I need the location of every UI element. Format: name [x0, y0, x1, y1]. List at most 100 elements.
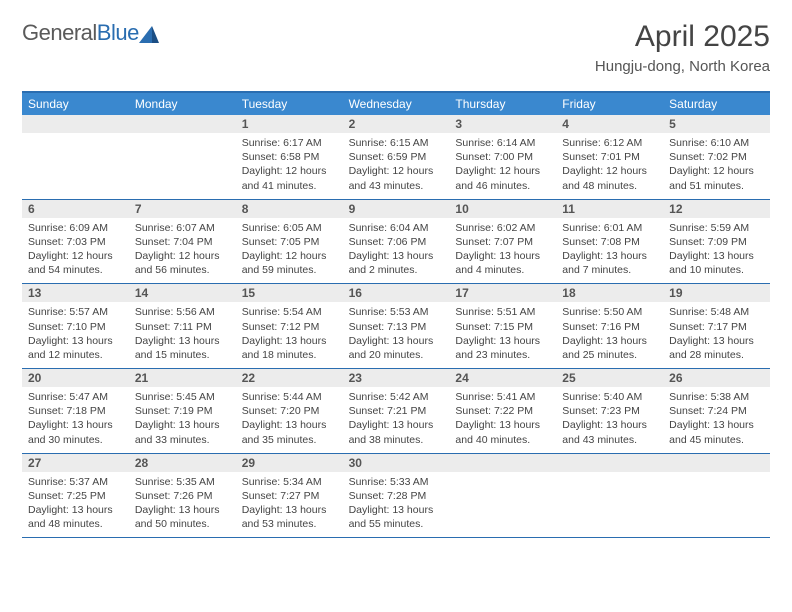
daylight-text: Daylight: 13 hours and 4 minutes.	[455, 249, 550, 277]
calendar-cell: 18Sunrise: 5:50 AMSunset: 7:16 PMDayligh…	[556, 284, 663, 368]
calendar-cell: 24Sunrise: 5:41 AMSunset: 7:22 PMDayligh…	[449, 369, 556, 453]
day-number: 26	[663, 369, 770, 387]
sunset-text: Sunset: 7:23 PM	[562, 404, 657, 418]
calendar-cell: 2Sunrise: 6:15 AMSunset: 6:59 PMDaylight…	[343, 115, 450, 199]
weekday-label: Sunday	[22, 93, 129, 115]
day-detail: Sunrise: 6:04 AMSunset: 7:06 PMDaylight:…	[343, 218, 450, 284]
daylight-text: Daylight: 12 hours and 41 minutes.	[242, 164, 337, 192]
calendar-cell: 29Sunrise: 5:34 AMSunset: 7:27 PMDayligh…	[236, 454, 343, 538]
sunset-text: Sunset: 7:27 PM	[242, 489, 337, 503]
sunrise-text: Sunrise: 5:53 AM	[349, 305, 444, 319]
title-area: April 2025 Hungju-dong, North Korea	[595, 20, 770, 75]
day-number	[129, 115, 236, 133]
sunset-text: Sunset: 7:11 PM	[135, 320, 230, 334]
calendar-cell: 6 Sunrise: 6:09 AMSunset: 7:03 PMDaylight…	[22, 200, 129, 284]
day-number: 13	[22, 284, 129, 302]
sunrise-text: Sunrise: 5:34 AM	[242, 475, 337, 489]
calendar-week: 13Sunrise: 5:57 AMSunset: 7:10 PMDayligh…	[22, 284, 770, 369]
logo-word2: Blue	[97, 20, 139, 45]
weekday-label: Friday	[556, 93, 663, 115]
sunset-text: Sunset: 7:21 PM	[349, 404, 444, 418]
weekday-label: Wednesday	[343, 93, 450, 115]
sunset-text: Sunset: 6:58 PM	[242, 150, 337, 164]
sunrise-text: Sunrise: 5:42 AM	[349, 390, 444, 404]
daylight-text: Daylight: 13 hours and 40 minutes.	[455, 418, 550, 446]
logo: GeneralBlue	[22, 20, 159, 46]
sunset-text: Sunset: 7:16 PM	[562, 320, 657, 334]
day-detail: Sunrise: 5:59 AMSunset: 7:09 PMDaylight:…	[663, 218, 770, 284]
calendar-cell: 19Sunrise: 5:48 AMSunset: 7:17 PMDayligh…	[663, 284, 770, 368]
logo-word1: General	[22, 20, 97, 45]
daylight-text: Daylight: 12 hours and 46 minutes.	[455, 164, 550, 192]
calendar-cell: 20Sunrise: 5:47 AMSunset: 7:18 PMDayligh…	[22, 369, 129, 453]
day-number: 7	[129, 200, 236, 218]
sunset-text: Sunset: 7:13 PM	[349, 320, 444, 334]
sunrise-text: Sunrise: 6:15 AM	[349, 136, 444, 150]
calendar-cell: 8Sunrise: 6:05 AMSunset: 7:05 PMDaylight…	[236, 200, 343, 284]
sunset-text: Sunset: 7:02 PM	[669, 150, 764, 164]
sunset-text: Sunset: 7:01 PM	[562, 150, 657, 164]
sunset-text: Sunset: 7:06 PM	[349, 235, 444, 249]
day-detail: Sunrise: 5:33 AMSunset: 7:28 PMDaylight:…	[343, 472, 450, 538]
daylight-text: Daylight: 12 hours and 56 minutes.	[135, 249, 230, 277]
day-detail: Sunrise: 6:15 AMSunset: 6:59 PMDaylight:…	[343, 133, 450, 199]
calendar-cell: 13Sunrise: 5:57 AMSunset: 7:10 PMDayligh…	[22, 284, 129, 368]
sunset-text: Sunset: 7:17 PM	[669, 320, 764, 334]
calendar-cell: 11Sunrise: 6:01 AMSunset: 7:08 PMDayligh…	[556, 200, 663, 284]
day-detail: Sunrise: 6:12 AMSunset: 7:01 PMDaylight:…	[556, 133, 663, 199]
daylight-text: Daylight: 13 hours and 10 minutes.	[669, 249, 764, 277]
daylight-text: Daylight: 13 hours and 43 minutes.	[562, 418, 657, 446]
day-number: 24	[449, 369, 556, 387]
calendar-week: 27Sunrise: 5:37 AMSunset: 7:25 PMDayligh…	[22, 454, 770, 539]
day-detail: Sunrise: 6:10 AMSunset: 7:02 PMDaylight:…	[663, 133, 770, 199]
day-number: 20	[22, 369, 129, 387]
day-detail: Sunrise: 5:35 AMSunset: 7:26 PMDaylight:…	[129, 472, 236, 538]
day-number: 15	[236, 284, 343, 302]
header: GeneralBlue April 2025 Hungju-dong, Nort…	[22, 20, 770, 75]
sunset-text: Sunset: 7:18 PM	[28, 404, 123, 418]
sunrise-text: Sunrise: 5:38 AM	[669, 390, 764, 404]
day-detail: Sunrise: 6:05 AMSunset: 7:05 PMDaylight:…	[236, 218, 343, 284]
day-detail: Sunrise: 6:07 AMSunset: 7:04 PMDaylight:…	[129, 218, 236, 284]
daylight-text: Daylight: 13 hours and 18 minutes.	[242, 334, 337, 362]
daylight-text: Daylight: 12 hours and 48 minutes.	[562, 164, 657, 192]
sunrise-text: Sunrise: 6:07 AM	[135, 221, 230, 235]
day-number: 8	[236, 200, 343, 218]
calendar-cell: 1Sunrise: 6:17 AMSunset: 6:58 PMDaylight…	[236, 115, 343, 199]
sunset-text: Sunset: 7:20 PM	[242, 404, 337, 418]
daylight-text: Daylight: 12 hours and 51 minutes.	[669, 164, 764, 192]
sunrise-text: Sunrise: 5:45 AM	[135, 390, 230, 404]
day-number: 22	[236, 369, 343, 387]
day-detail: Sunrise: 6:14 AMSunset: 7:00 PMDaylight:…	[449, 133, 556, 199]
month-title: April 2025	[595, 20, 770, 54]
day-number: 6	[22, 200, 129, 218]
sunset-text: Sunset: 7:09 PM	[669, 235, 764, 249]
day-number: 21	[129, 369, 236, 387]
daylight-text: Daylight: 13 hours and 50 minutes.	[135, 503, 230, 531]
daylight-text: Daylight: 13 hours and 35 minutes.	[242, 418, 337, 446]
day-number: 27	[22, 454, 129, 472]
calendar-cell: 30Sunrise: 5:33 AMSunset: 7:28 PMDayligh…	[343, 454, 450, 538]
calendar-week: 6Sunrise: 6:09 AMSunset: 7:03 PMDaylight…	[22, 200, 770, 285]
weekday-header-row: Sunday Monday Tuesday Wednesday Thursday…	[22, 93, 770, 115]
sunrise-text: Sunrise: 5:40 AM	[562, 390, 657, 404]
sunrise-text: Sunrise: 6:09 AM	[28, 221, 123, 235]
day-number: 30	[343, 454, 450, 472]
sunset-text: Sunset: 6:59 PM	[349, 150, 444, 164]
day-number	[556, 454, 663, 472]
daylight-text: Daylight: 12 hours and 54 minutes.	[28, 249, 123, 277]
daylight-text: Daylight: 13 hours and 33 minutes.	[135, 418, 230, 446]
calendar-cell: 27Sunrise: 5:37 AMSunset: 7:25 PMDayligh…	[22, 454, 129, 538]
calendar-cell: 12Sunrise: 5:59 AMSunset: 7:09 PMDayligh…	[663, 200, 770, 284]
logo-text: GeneralBlue	[22, 20, 139, 46]
day-detail: Sunrise: 6:02 AMSunset: 7:07 PMDaylight:…	[449, 218, 556, 284]
calendar-cell	[663, 454, 770, 538]
sunrise-text: Sunrise: 5:44 AM	[242, 390, 337, 404]
sunrise-text: Sunrise: 6:04 AM	[349, 221, 444, 235]
day-number: 5	[663, 115, 770, 133]
calendar-cell: 28Sunrise: 5:35 AMSunset: 7:26 PMDayligh…	[129, 454, 236, 538]
sunset-text: Sunset: 7:25 PM	[28, 489, 123, 503]
sunset-text: Sunset: 7:03 PM	[28, 235, 123, 249]
day-detail: Sunrise: 5:54 AMSunset: 7:12 PMDaylight:…	[236, 302, 343, 368]
sunset-text: Sunset: 7:26 PM	[135, 489, 230, 503]
